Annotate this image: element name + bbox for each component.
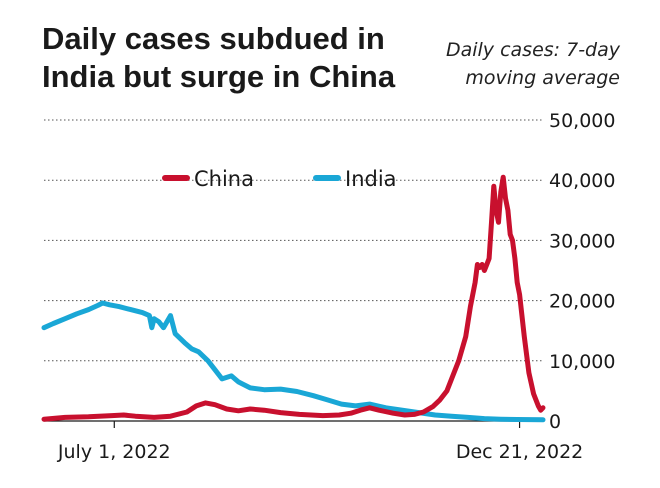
y-tick-label: 50,000 [549, 110, 615, 132]
x-tick-label: July 1, 2022 [57, 441, 171, 463]
x-tick-label: Dec 21, 2022 [456, 441, 583, 463]
legend-label-china: China [194, 167, 254, 191]
axes: 0 10,000 20,000 30,000 40,000 50,000 July 1, 2… [44, 110, 615, 463]
series-line-india [41, 300, 546, 423]
legend: China India [162, 167, 397, 191]
y-tick-label: 40,000 [549, 170, 615, 192]
legend-label-india: India [345, 167, 397, 191]
y-tick-label: 0 [549, 411, 561, 433]
series-line-china [41, 174, 546, 422]
gridlines [44, 119, 543, 362]
y-tick-label: 20,000 [549, 291, 615, 313]
y-tick-label: 10,000 [549, 351, 615, 373]
chart-title: Daily cases subdued in India but surge i… [42, 21, 396, 94]
y-tick-label: 30,000 [549, 230, 615, 252]
chart-subtitle: Daily cases: 7-day moving average [445, 39, 620, 89]
series-lines [41, 174, 546, 423]
